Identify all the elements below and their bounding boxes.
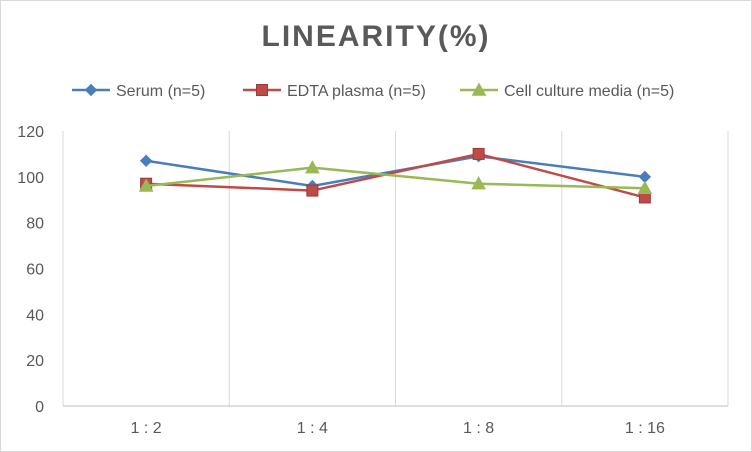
- legend-label: EDTA plasma (n=5): [287, 83, 426, 100]
- legend-item: Serum (n=5): [72, 83, 205, 100]
- legend-item: Cell culture media (n=5): [460, 82, 674, 100]
- x-tick-label: 1 : 2: [131, 420, 162, 437]
- data-point: [471, 176, 486, 190]
- y-tick-label: 20: [26, 353, 44, 370]
- series-layer: [138, 147, 653, 204]
- axes: 0 20 40 60 80 100 120 1 : 2 1 : 4 1 : 8 1 : 16: [17, 124, 728, 437]
- data-point: [305, 160, 320, 174]
- series-line: [146, 152, 646, 199]
- x-tick-label: 1 : 8: [463, 420, 494, 437]
- series-3: [138, 160, 653, 194]
- legend-marker: [471, 82, 487, 96]
- data-point: [637, 180, 653, 194]
- legend-marker: [256, 84, 268, 96]
- x-tick-label: 1 : 16: [625, 420, 665, 437]
- data-point: [139, 154, 153, 167]
- y-tick-label: 0: [35, 399, 44, 416]
- legend-label: Cell culture media (n=5): [504, 83, 674, 100]
- y-tick-label: 100: [17, 170, 44, 187]
- y-tick-label: 80: [26, 216, 44, 233]
- data-point: [472, 147, 485, 160]
- legend: Serum (n=5) EDTA plasma (n=5) Cell culture…: [72, 82, 674, 100]
- data-point: [638, 170, 652, 184]
- chart-title: LINEARITY(%): [261, 20, 491, 53]
- data-point: [138, 178, 154, 192]
- y-tick-label: 60: [26, 262, 44, 279]
- legend-marker: [84, 83, 98, 97]
- y-tick-label: 120: [17, 124, 44, 141]
- series-line: [145, 166, 645, 190]
- legend-label: Serum (n=5): [116, 83, 205, 100]
- data-point: [306, 184, 319, 197]
- x-tick-label: 1 : 4: [297, 420, 328, 437]
- y-tick-label: 40: [26, 307, 44, 324]
- legend-item: EDTA plasma (n=5): [243, 83, 426, 100]
